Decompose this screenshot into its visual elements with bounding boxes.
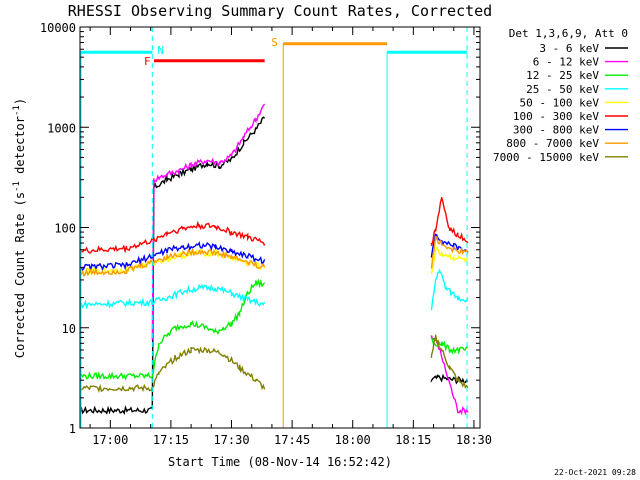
plot-frame: [79, 26, 481, 429]
series-line-6: [79, 233, 469, 272]
series-line-8: [79, 334, 469, 393]
legend-label-2: 12 - 25 keV: [526, 69, 599, 82]
y-tick-label-3: 1000: [47, 121, 76, 135]
y-axis-label-mid: detector: [13, 116, 27, 181]
y-axis-label: Corrected Count Rate (s-1 detector-1): [12, 98, 27, 358]
series-line-2: [79, 278, 469, 381]
x-tick-label-2: 17:30: [213, 433, 249, 447]
legend-label-0: 3 - 6 keV: [539, 42, 599, 55]
x-tick-label-1: 17:15: [153, 433, 189, 447]
series-line-1: [151, 103, 469, 416]
x-tick-label-6: 18:30: [456, 433, 492, 447]
y-tick-label-2: 100: [54, 222, 76, 236]
x-tick-label-0: 17:00: [92, 433, 128, 447]
x-tick-label-3: 17:45: [274, 433, 310, 447]
footer-date: 22-Oct-2021 09:28: [554, 468, 636, 477]
series-line-5: [79, 197, 469, 255]
legend-label-1: 6 - 12 keV: [533, 56, 600, 69]
y-tick-label-0: 1: [69, 422, 76, 436]
legend-label-6: 300 - 800 keV: [513, 124, 599, 137]
y-axis-label-sup-2: -1: [12, 105, 22, 116]
y-axis-label-sup: -1: [12, 181, 22, 192]
x-tick-label-4: 18:00: [335, 433, 371, 447]
y-tick-label-4: 10000: [40, 21, 76, 35]
night-flag-label: N: [157, 44, 164, 57]
chart-title: RHESSI Observing Summary Count Rates, Co…: [68, 2, 492, 20]
legend-label-8: 7000 - 15000 keV: [493, 151, 599, 164]
x-axis-label: Start Time (08-Nov-14 16:52:42): [168, 455, 392, 469]
y-axis-label-suffix: ): [13, 98, 27, 105]
legend-title: Det 1,3,6,9, Att 0: [509, 27, 628, 40]
legend-label-4: 50 - 100 keV: [520, 96, 600, 109]
series-line-3: [79, 268, 469, 311]
legend-label-3: 25 - 50 keV: [526, 83, 599, 96]
legend-label-7: 800 - 7000 keV: [506, 137, 599, 150]
series-line-7: [79, 236, 469, 277]
legend-label-5: 100 - 300 keV: [513, 110, 599, 123]
x-tick-label-5: 18:15: [395, 433, 431, 447]
y-axis-label-prefix: Corrected Count Rate (s: [13, 192, 27, 358]
flare-flag-label: F: [144, 55, 151, 68]
y-tick-label-1: 10: [62, 322, 76, 336]
saa-flag-label: S: [271, 36, 278, 49]
